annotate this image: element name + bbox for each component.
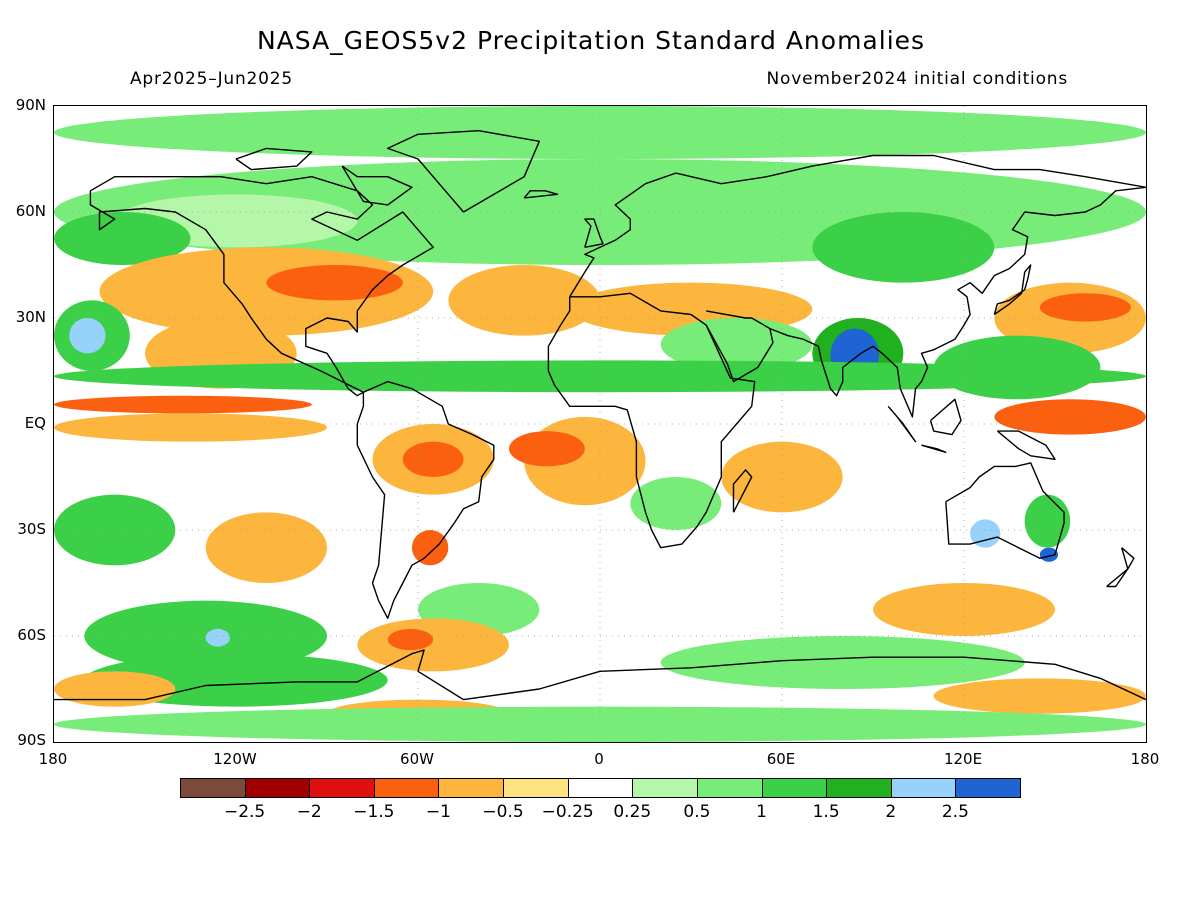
colorbar xyxy=(180,778,1021,799)
coastline xyxy=(584,218,604,248)
colorbar-swatch xyxy=(503,778,569,798)
colorbar-swatch xyxy=(955,778,1021,798)
anomaly-region-neg-mid xyxy=(994,399,1146,435)
lon-label-180w: 180 xyxy=(38,750,68,768)
coastlines xyxy=(54,130,1146,701)
colorbar-swatch xyxy=(244,778,311,798)
colorbar-tick-label: 2 xyxy=(885,802,897,822)
coastline xyxy=(1106,568,1129,588)
colorbar-swatch xyxy=(890,778,957,798)
colorbar-tick-label: −1.5 xyxy=(353,802,395,822)
colorbar-tick-label: 0.25 xyxy=(613,802,652,822)
colorbar-tick-label: −2 xyxy=(296,802,322,822)
graticule xyxy=(54,106,1146,742)
anomaly-region-pos xyxy=(660,636,1025,689)
lat-label-60s: 60S xyxy=(17,626,46,644)
coastline xyxy=(769,186,1146,418)
anomaly-region-neg-mid xyxy=(411,530,449,566)
anomaly-region-neg-mid xyxy=(402,441,464,478)
coastline xyxy=(887,405,917,443)
lat-label-90s: 90S xyxy=(17,731,46,749)
anomaly-region-neg xyxy=(873,583,1055,636)
anomaly-region-pos-mid xyxy=(812,212,995,283)
colorbar-swatch xyxy=(373,778,440,798)
colorbar-tick-label: −0.5 xyxy=(482,802,524,822)
colorbar-tick-label: 1 xyxy=(756,802,767,822)
coastline xyxy=(523,190,559,199)
coastline xyxy=(945,462,1065,559)
map-title: NASA_GEOS5v2 Precipitation Standard Anom… xyxy=(256,26,926,55)
lon-label-60e: 60E xyxy=(766,750,796,768)
colorbar-tick-label: 0.5 xyxy=(683,802,711,822)
anomaly-region-neg xyxy=(54,671,176,707)
coastline xyxy=(89,175,434,397)
initial-conditions: November2024 initial conditions xyxy=(766,69,1068,89)
anomaly-region-neg-mid xyxy=(266,265,403,301)
coastline xyxy=(387,130,540,213)
anomaly-region-neg xyxy=(357,618,509,672)
coastline xyxy=(705,310,774,383)
anomaly-region-neg-mid xyxy=(509,431,585,467)
colorbar-tick-label: 1.5 xyxy=(812,802,840,822)
coastline xyxy=(356,380,495,619)
coastline xyxy=(929,398,962,436)
anomaly-region-neg xyxy=(54,413,327,442)
anomaly-region-pos-mid xyxy=(54,212,191,265)
anomaly-region-pos-xtrem xyxy=(69,318,106,354)
coastline xyxy=(235,147,313,171)
colorbar-tick-label: −0.25 xyxy=(541,802,594,822)
anomaly-region-pos xyxy=(630,477,722,530)
anomaly-region-neg xyxy=(721,441,843,513)
anomaly-region-pos-xtrem xyxy=(205,628,230,647)
anomaly-region-pos xyxy=(660,318,813,371)
forecast-period: Apr2025–Jun2025 xyxy=(130,69,293,89)
lon-label-60w: 60W xyxy=(400,750,434,768)
lon-label-120w: 120W xyxy=(213,750,257,768)
anomaly-region-neg-mid xyxy=(387,628,434,651)
colorbar-swatch xyxy=(696,778,763,798)
lon-label-0: 0 xyxy=(594,750,604,768)
colorbar-swatch xyxy=(438,778,505,798)
lat-label-30s: 30S xyxy=(17,520,46,538)
coastline xyxy=(569,154,1146,298)
coastline xyxy=(921,444,947,453)
colorbar-swatch xyxy=(632,778,698,798)
lat-label-30n: 30N xyxy=(15,308,46,326)
coastline xyxy=(732,469,753,513)
anomaly-region-pos-mid xyxy=(84,600,327,672)
coastline xyxy=(993,264,1032,316)
colorbar-swatch xyxy=(180,778,246,798)
anomaly-region-pos xyxy=(54,106,1146,159)
lat-label-90n: 90N xyxy=(15,96,46,114)
anomaly-region-pos-mid xyxy=(1024,494,1071,548)
anomaly-region-pos-xtrem xyxy=(970,519,1001,548)
map-panel xyxy=(53,105,1147,743)
anomaly-map xyxy=(54,106,1146,742)
anomaly-region-neg xyxy=(933,678,1146,714)
coastline xyxy=(54,649,1146,701)
coastline xyxy=(547,292,756,549)
lon-label-120e: 120E xyxy=(943,750,983,768)
colorbar-swatch xyxy=(309,778,375,798)
colorbar-tick-label: −1 xyxy=(425,802,451,822)
colorbar-swatch xyxy=(826,778,892,798)
colorbar-swatch xyxy=(567,778,634,798)
anomaly-region-neg-mid xyxy=(1039,293,1131,322)
anomaly-region-neg xyxy=(205,512,327,583)
colorbar-swatch xyxy=(761,778,828,798)
lon-label-180e: 180 xyxy=(1130,750,1160,768)
lat-label-eq: EQ xyxy=(24,414,46,432)
coastline xyxy=(341,165,413,206)
anomaly-region-neg-mid xyxy=(54,395,312,414)
colorbar-tick-label: −2.5 xyxy=(223,802,266,822)
coastline xyxy=(996,430,1056,460)
coastline xyxy=(1121,547,1135,570)
anomaly-region-pos-max xyxy=(1039,547,1059,562)
colorbar-tick-label: 2.5 xyxy=(941,802,969,822)
lat-label-60n: 60N xyxy=(15,202,46,220)
